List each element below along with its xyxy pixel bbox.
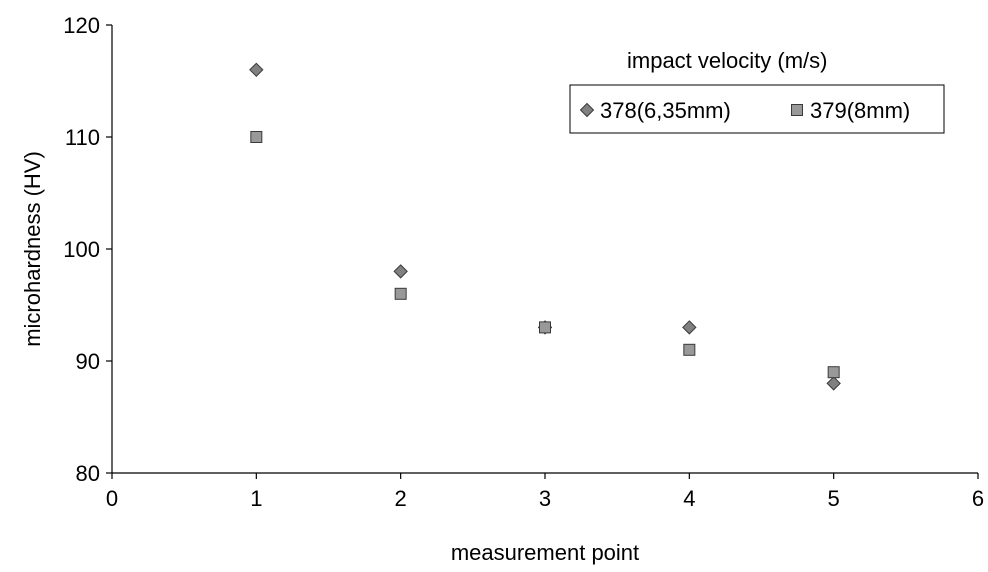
square-point bbox=[827, 366, 840, 379]
diamond-point bbox=[826, 376, 841, 391]
y-ticks: 80 90 100 110 120 bbox=[63, 13, 112, 486]
legend-label: 379(8mm) bbox=[810, 98, 910, 123]
legend: impact velocity (m/s) 378(6,35mm) 379(8mm… bbox=[569, 48, 945, 134]
square-point bbox=[683, 343, 696, 356]
y-axis-title: microhardness (HV) bbox=[20, 151, 45, 347]
legend-items: 378(6,35mm) 379(8mm) bbox=[579, 98, 910, 123]
y-tick-label: 90 bbox=[76, 349, 100, 374]
square-point bbox=[250, 131, 263, 143]
diamond-point bbox=[682, 320, 697, 335]
x-tick-label: 0 bbox=[106, 486, 118, 511]
diamond-point bbox=[393, 264, 408, 279]
x-ticks: 0 1 2 3 4 5 6 bbox=[106, 473, 984, 511]
y-tick-label: 100 bbox=[63, 237, 100, 262]
x-tick-label: 4 bbox=[683, 486, 695, 511]
x-tick-label: 5 bbox=[828, 486, 840, 511]
x-tick-label: 2 bbox=[395, 486, 407, 511]
diamond-point bbox=[249, 62, 264, 78]
square-point bbox=[394, 287, 407, 300]
y-tick-label: 80 bbox=[76, 461, 100, 486]
x-tick-label: 3 bbox=[539, 486, 551, 511]
x-axis-title: measurement point bbox=[451, 540, 639, 565]
legend-box bbox=[569, 84, 945, 134]
legend-title: impact velocity (m/s) bbox=[627, 48, 827, 73]
x-tick-label: 1 bbox=[250, 486, 262, 511]
legend-label: 378(6,35mm) bbox=[600, 98, 731, 123]
x-tick-label: 6 bbox=[972, 486, 984, 511]
y-tick-label: 110 bbox=[65, 125, 100, 150]
legend-square-icon bbox=[791, 104, 803, 116]
y-tick-label: 120 bbox=[63, 13, 100, 38]
series-2 bbox=[250, 131, 840, 379]
square-point bbox=[539, 321, 551, 334]
legend-diamond-icon bbox=[579, 102, 595, 118]
data-points bbox=[249, 62, 841, 391]
